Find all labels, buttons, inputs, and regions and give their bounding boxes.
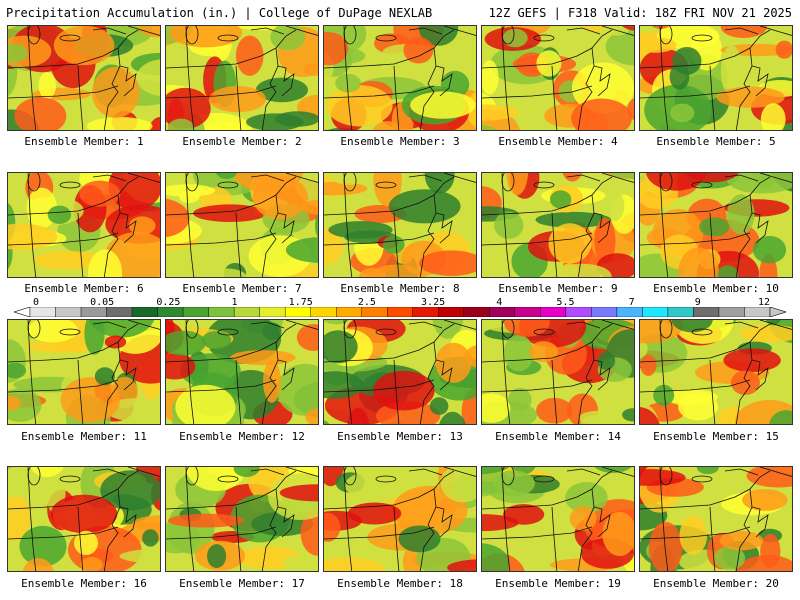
colorbar-tick-label: 0.25	[156, 297, 181, 308]
ensemble-map-panel	[639, 466, 793, 572]
colorbar-tick-label: 7	[628, 297, 635, 308]
colorbar-tick-label: 1	[231, 297, 238, 308]
ensemble-member-caption: Ensemble Member: 5	[656, 135, 776, 148]
ensemble-map-panel	[639, 172, 793, 278]
ensemble-map-panel	[323, 466, 477, 572]
colorbar-tick-label: 0	[32, 297, 40, 308]
ensemble-map-panel	[481, 466, 635, 572]
colorbar-tick-label: 12	[757, 297, 771, 308]
ensemble-member-caption: Ensemble Member: 1	[24, 135, 144, 148]
ensemble-member-caption: Ensemble Member: 9	[498, 282, 618, 295]
colorbar-swatch	[514, 307, 541, 317]
ensemble-member-caption: Ensemble Member: 18	[337, 577, 463, 590]
colorbar-tick-label: 5.5	[556, 297, 575, 308]
colorbar-swatch	[387, 307, 413, 317]
colorbar-swatch	[642, 307, 669, 317]
ensemble-map-panel	[7, 172, 161, 278]
colorbar-swatch	[55, 307, 82, 317]
ensemble-member-caption: Ensemble Member: 19	[495, 577, 621, 590]
colorbar-swatch	[718, 307, 745, 317]
colorbar-swatch	[233, 307, 260, 317]
ensemble-member-caption: Ensemble Member: 3	[340, 135, 460, 148]
colorbar-swatch	[182, 307, 209, 317]
ensemble-map-panel	[481, 25, 635, 131]
colorbar-swatch	[259, 307, 286, 317]
colorbar-swatch	[336, 307, 362, 317]
colorbar-swatch	[361, 307, 388, 317]
colorbar-swatch	[29, 307, 56, 317]
ensemble-map-panel	[7, 25, 161, 131]
ensemble-map-panel	[481, 319, 635, 425]
colorbar-tick-label: 9	[694, 297, 701, 308]
ensemble-map-panel	[639, 25, 793, 131]
colorbar-swatch	[540, 307, 567, 317]
colorbar-swatch	[667, 307, 694, 317]
ensemble-member-caption: Ensemble Member: 15	[653, 430, 779, 443]
ensemble-map-panel	[7, 319, 161, 425]
colorbar-swatch	[693, 307, 720, 317]
ensemble-map-panel	[323, 172, 477, 278]
ensemble-member-caption: Ensemble Member: 20	[653, 577, 779, 590]
colorbar-swatch	[310, 307, 337, 317]
ensemble-member-caption: Ensemble Member: 14	[495, 430, 621, 443]
ensemble-member-caption: Ensemble Member: 7	[182, 282, 302, 295]
colorbar-swatch	[80, 307, 107, 317]
ensemble-member-caption: Ensemble Member: 4	[498, 135, 618, 148]
ensemble-member-caption: Ensemble Member: 17	[179, 577, 305, 590]
ensemble-map-panel	[165, 172, 319, 278]
ensemble-map-panel	[323, 319, 477, 425]
ensemble-member-caption: Ensemble Member: 10	[653, 282, 779, 295]
colorbar-swatch	[591, 307, 618, 317]
ensemble-member-caption: Ensemble Member: 2	[182, 135, 302, 148]
colorbar-swatch	[744, 307, 771, 317]
ensemble-member-caption: Ensemble Member: 13	[337, 430, 463, 443]
ensemble-member-caption: Ensemble Member: 12	[179, 430, 305, 443]
ensemble-member-caption: Ensemble Member: 8	[340, 282, 460, 295]
ensemble-map-panel	[165, 319, 319, 425]
colorbar-swatch	[208, 307, 235, 317]
ensemble-map-panel	[165, 466, 319, 572]
ensemble-member-caption: Ensemble Member: 6	[24, 282, 144, 295]
colorbar-swatch	[131, 307, 158, 317]
colorbar-swatch	[463, 307, 490, 317]
colorbar-swatch	[616, 307, 643, 317]
colorbar-tick-label: 0.05	[90, 297, 115, 308]
colorbar-tick-label: 2.5	[357, 297, 376, 308]
ensemble-map-panel	[481, 172, 635, 278]
ensemble-map-panel	[323, 25, 477, 131]
ensemble-map-panel	[165, 25, 319, 131]
colorbar-swatch	[284, 307, 311, 317]
colorbar-swatch	[157, 307, 184, 317]
colorbar-tick-label: 4	[496, 297, 503, 308]
ensemble-member-caption: Ensemble Member: 11	[21, 430, 147, 443]
colorbar-swatch	[438, 307, 464, 317]
run-valid-time: 12Z GEFS | F318 Valid: 18Z FRI NOV 21 20…	[488, 6, 792, 20]
ensemble-map-panel	[7, 466, 161, 572]
colorbar-swatch	[565, 307, 592, 317]
colorbar-swatch	[489, 307, 516, 317]
ensemble-map-panel	[639, 319, 793, 425]
colorbar-swatch	[412, 307, 439, 317]
colorbar-swatch	[106, 307, 133, 317]
colorbar-tick-label: 3.25	[421, 297, 446, 308]
precip-colorbar	[14, 307, 786, 317]
ensemble-member-caption: Ensemble Member: 16	[21, 577, 147, 590]
colorbar-tick-label: 1.75	[288, 297, 313, 308]
map-title: Precipitation Accumulation (in.) | Colle…	[6, 6, 433, 20]
